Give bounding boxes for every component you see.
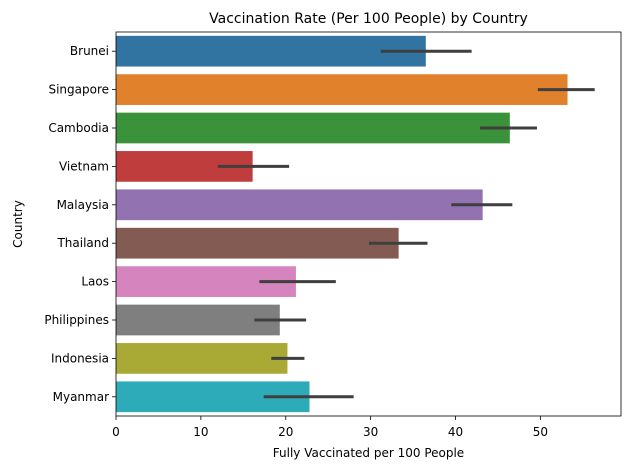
- x-tick-label: 0: [112, 425, 120, 439]
- bar-philippines: [116, 304, 280, 336]
- y-tick-label: Vietnam: [59, 159, 109, 173]
- y-tick-label: Malaysia: [57, 198, 109, 212]
- y-tick-label: Brunei: [70, 44, 109, 58]
- x-axis: 0 10 20 30 40 50: [112, 416, 548, 439]
- bar-thailand: [116, 227, 399, 259]
- bar-singapore: [116, 74, 568, 105]
- y-axis: Brunei Singapore Cambodia Vietnam Malaysia Th…: [44, 44, 116, 404]
- x-tick-label: 10: [193, 425, 208, 439]
- bar-indonesia: [116, 343, 288, 374]
- y-tick-label: Indonesia: [51, 351, 109, 365]
- y-tick-label: Myanmar: [53, 390, 109, 404]
- bar-malaysia: [116, 189, 483, 221]
- bar-cambodia: [116, 112, 510, 144]
- y-tick-label: Singapore: [48, 83, 109, 97]
- x-tick-label: 50: [533, 425, 548, 439]
- y-tick-label: Cambodia: [48, 121, 109, 135]
- y-axis-label: Country: [11, 200, 25, 248]
- y-tick-label: Philippines: [44, 313, 109, 327]
- x-axis-label: Fully Vaccinated per 100 People: [273, 446, 464, 460]
- y-tick-label: Thailand: [56, 236, 109, 250]
- bar-brunei: [116, 35, 426, 67]
- x-tick-label: 20: [278, 425, 293, 439]
- bars-group: [116, 35, 568, 413]
- y-tick-label: Laos: [81, 275, 109, 289]
- error-bars-group: [217, 49, 595, 399]
- x-tick-label: 40: [448, 425, 463, 439]
- x-tick-label: 30: [363, 425, 378, 439]
- plot-frame: [115, 31, 622, 417]
- chart-title: Vaccination Rate (Per 100 People) by Cou…: [209, 11, 528, 27]
